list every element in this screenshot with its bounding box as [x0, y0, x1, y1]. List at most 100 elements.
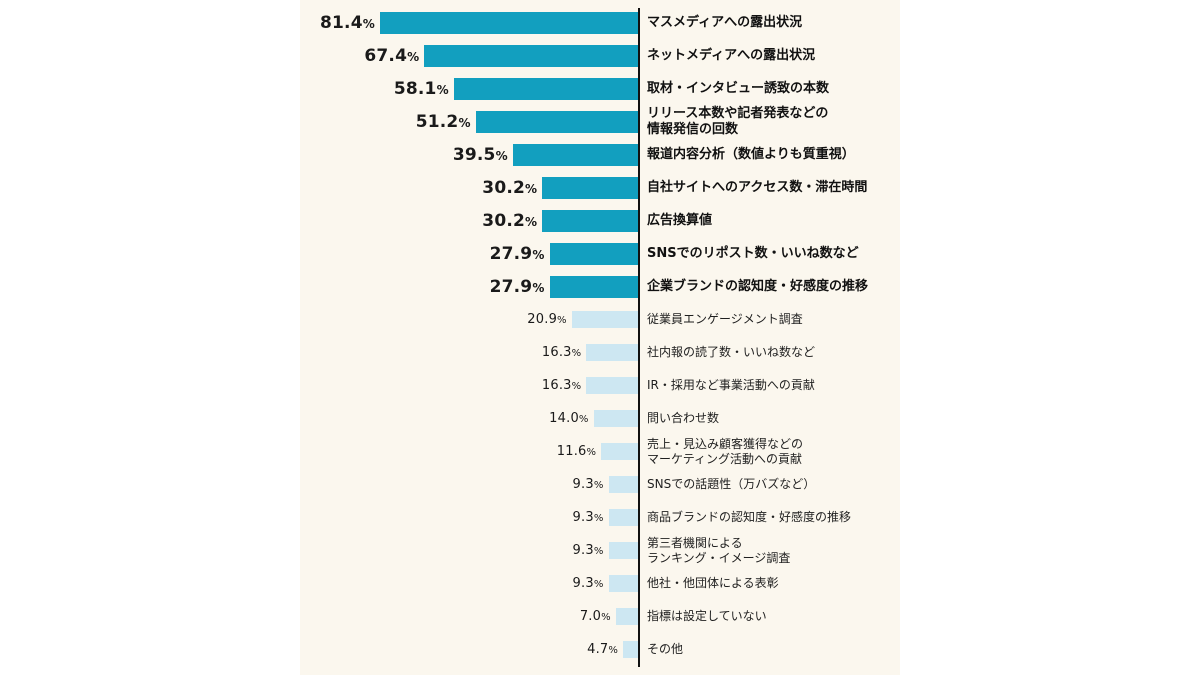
bar-row: 58.1% 取材・インタビュー誘致の本数 — [300, 72, 1060, 105]
value-label: 27.9% — [489, 276, 545, 297]
percent-sign: % — [608, 645, 619, 656]
percent-sign: % — [578, 414, 589, 425]
category-label: 報道内容分析（数値よりも質重視） — [647, 146, 855, 162]
percent-sign: % — [601, 612, 611, 623]
bar-row: 14.0% 問い合わせ数 — [300, 402, 1060, 435]
bar-row: 27.9% 企業ブランドの認知度・好感度の推移 — [300, 270, 1060, 303]
bar-left-zone: 51.2% — [300, 110, 638, 133]
bar — [424, 44, 638, 67]
category-label: IR・採用など事業活動への貢献 — [647, 378, 815, 393]
category-label: 企業ブランドの認知度・好感度の推移 — [647, 278, 869, 294]
percent-sign: % — [532, 280, 545, 295]
value-label: 14.0% — [549, 411, 589, 426]
bar — [379, 11, 638, 34]
bar — [608, 476, 638, 493]
bar-row: 20.9% 従業員エンゲージメント調査 — [300, 303, 1060, 336]
percent-sign: % — [571, 381, 582, 392]
value-label: 4.7% — [587, 642, 619, 657]
bar-left-zone: 9.3% — [300, 575, 638, 592]
bar-left-zone: 7.0% — [300, 608, 638, 625]
bar-left-zone: 9.3% — [300, 542, 638, 559]
bar-row: 9.3% 商品ブランドの認知度・好感度の推移 — [300, 501, 1060, 534]
bar — [512, 143, 638, 166]
percent-sign: % — [593, 546, 604, 557]
value-label: 16.3% — [541, 345, 582, 360]
bar-row: 16.3% 社内報の読了数・いいね数など — [300, 336, 1060, 369]
bar — [623, 641, 638, 658]
bar-left-zone: 16.3% — [300, 377, 638, 394]
value-label: 9.3% — [572, 543, 604, 558]
bar-left-zone: 30.2% — [300, 209, 638, 232]
bar-left-zone: 9.3% — [300, 509, 638, 526]
bar-row: 4.7% その他 — [300, 633, 1060, 666]
bar-left-zone: 81.4% — [300, 11, 638, 34]
bar — [549, 275, 638, 298]
category-label: 従業員エンゲージメント調査 — [647, 312, 803, 327]
bar-left-zone: 67.4% — [300, 44, 638, 67]
percent-sign: % — [593, 513, 604, 524]
category-label: ネットメディアへの露出状況 — [647, 47, 816, 63]
percent-sign: % — [525, 214, 538, 229]
bar-row: 30.2% 自社サイトへのアクセス数・滞在時間 — [300, 171, 1060, 204]
value-label: 30.2% — [482, 210, 538, 231]
percent-sign: % — [571, 348, 582, 359]
value-label: 9.3% — [572, 576, 604, 591]
value-label: 11.6% — [556, 444, 597, 459]
percent-sign: % — [557, 315, 567, 326]
percent-sign: % — [532, 247, 545, 262]
bar-row: 39.5% 報道内容分析（数値よりも質重視） — [300, 138, 1060, 171]
bar — [542, 176, 638, 199]
percent-sign: % — [458, 115, 471, 130]
bar — [593, 410, 638, 427]
value-label: 9.3% — [572, 510, 604, 525]
bar-left-zone: 27.9% — [300, 275, 638, 298]
category-label: 商品ブランドの認知度・好感度の推移 — [647, 510, 852, 525]
bar-left-zone: 4.7% — [300, 641, 638, 658]
percent-sign: % — [586, 447, 597, 458]
percent-sign: % — [436, 82, 449, 97]
bar-row: 16.3% IR・採用など事業活動への貢献 — [300, 369, 1060, 402]
bar — [586, 377, 638, 394]
bar-rows: 81.4% マスメディアへの露出状況 67.4% ネットメディアへの露出状況 58.1%… — [300, 6, 1060, 666]
bar — [615, 608, 638, 625]
bar-left-zone: 20.9% — [300, 311, 638, 328]
value-label: 20.9% — [527, 312, 567, 327]
bar-left-zone: 11.6% — [300, 443, 638, 460]
bar-left-zone: 58.1% — [300, 77, 638, 100]
category-label: その他 — [647, 642, 684, 657]
percent-sign: % — [593, 579, 604, 590]
bar-left-zone: 39.5% — [300, 143, 638, 166]
bar — [586, 344, 638, 361]
category-label: 第三者機関による ランキング・イメージ調査 — [647, 536, 791, 565]
bar-chart: 81.4% マスメディアへの露出状況 67.4% ネットメディアへの露出状況 58.1%… — [300, 6, 1060, 669]
bar-row: 9.3% 他社・他団体による表彰 — [300, 567, 1060, 600]
bar — [608, 542, 638, 559]
bar-row: 67.4% ネットメディアへの露出状況 — [300, 39, 1060, 72]
value-label: 27.9% — [489, 243, 545, 264]
value-label: 16.3% — [541, 378, 582, 393]
axis-line — [638, 8, 640, 667]
bar-row: 11.6% 売上・見込み顧客獲得などの マーケティング活動への貢献 — [300, 435, 1060, 468]
bar-row: 30.2% 広告換算値 — [300, 204, 1060, 237]
bar — [601, 443, 638, 460]
percent-sign: % — [495, 148, 508, 163]
bar-row: 27.9% SNSでのリポスト数・いいね数など — [300, 237, 1060, 270]
value-label: 7.0% — [579, 609, 611, 624]
bar-left-zone: 9.3% — [300, 476, 638, 493]
category-label: リリース本数や記者発表などの 情報発信の回数 — [647, 106, 829, 137]
category-label: 自社サイトへのアクセス数・滞在時間 — [647, 179, 868, 195]
percent-sign: % — [362, 16, 375, 31]
category-label: 社内報の読了数・いいね数など — [647, 345, 816, 360]
bar — [542, 209, 638, 232]
category-label: 問い合わせ数 — [647, 411, 720, 426]
value-label: 39.5% — [452, 144, 508, 165]
bar — [608, 575, 638, 592]
value-label: 67.4% — [364, 45, 420, 66]
value-label: 30.2% — [482, 177, 538, 198]
percent-sign: % — [593, 480, 604, 491]
bar-row: 7.0% 指標は設定していない — [300, 600, 1060, 633]
bar-row: 81.4% マスメディアへの露出状況 — [300, 6, 1060, 39]
category-label: 取材・インタビュー誘致の本数 — [647, 80, 830, 96]
bar-left-zone: 16.3% — [300, 344, 638, 361]
bar-row: 51.2% リリース本数や記者発表などの 情報発信の回数 — [300, 105, 1060, 138]
